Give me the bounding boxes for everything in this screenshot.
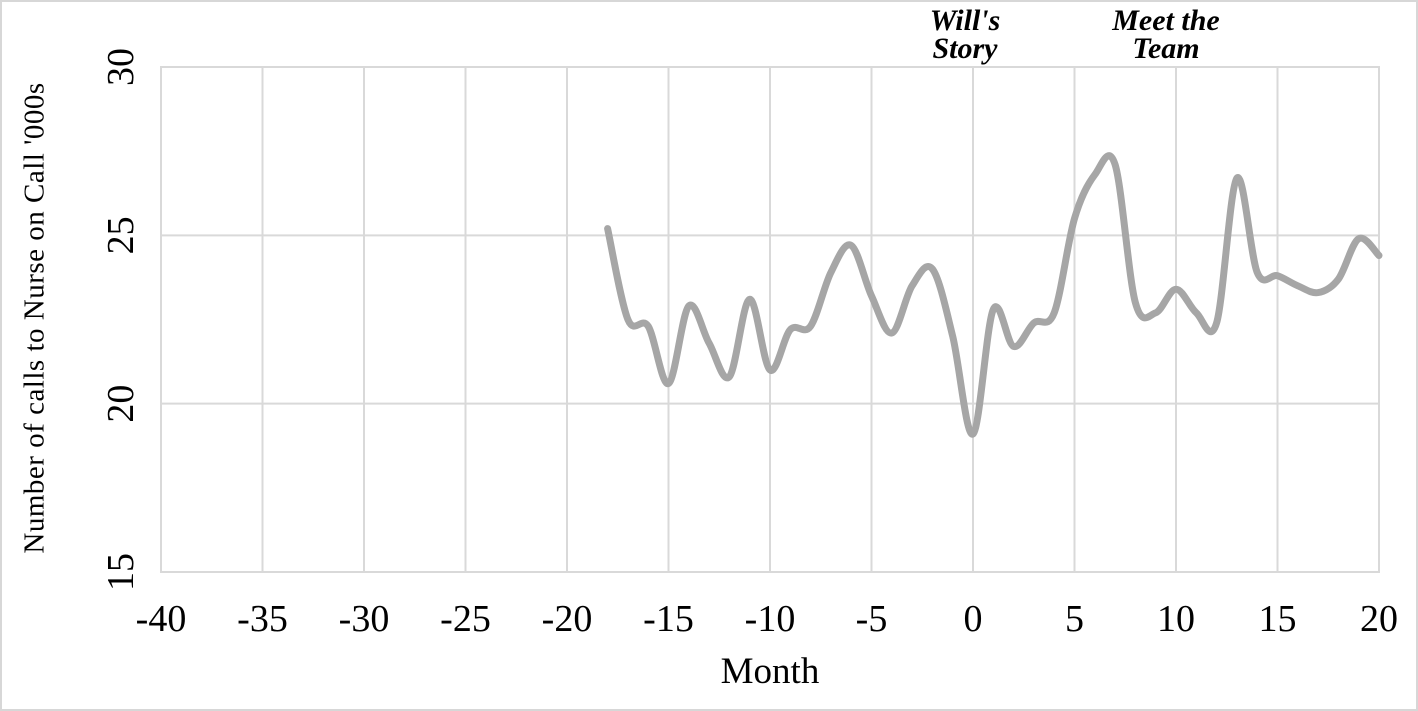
annotation-wills-story: Will's Story [929, 4, 1001, 65]
y-tick-label: 15 [100, 553, 142, 591]
x-tick-label: 5 [1065, 598, 1084, 640]
y-axis-title: Number of calls to Nurse on Call '000s [18, 82, 51, 554]
x-axis-title: Month [720, 651, 820, 692]
x-tick-label: -15 [643, 598, 694, 640]
annotation-line: Meet the [1112, 4, 1220, 37]
x-tick-label: 0 [964, 598, 983, 640]
x-tick-label: 15 [1259, 598, 1297, 640]
series-line [604, 152, 1383, 438]
x-tick-label: -25 [440, 598, 491, 640]
annotation-line: Team [1132, 32, 1200, 65]
annotation-line: Will's [929, 4, 1001, 37]
y-tick-label: 20 [100, 385, 142, 423]
x-tick-label: 20 [1360, 598, 1398, 640]
y-tick-label: 30 [100, 48, 142, 86]
x-tick-label: -5 [856, 598, 888, 640]
x-tick-label: -30 [339, 598, 390, 640]
x-tick-label: 10 [1157, 598, 1195, 640]
annotation-meet-the-team: Meet the Team [1112, 4, 1220, 65]
annotation-line: Story [932, 32, 998, 65]
x-tick-label: -40 [136, 598, 187, 640]
y-tick-label: 25 [100, 216, 142, 254]
x-tick-label: -10 [745, 598, 796, 640]
x-tick-label: -35 [237, 598, 288, 640]
plot-area-border [160, 66, 1380, 573]
x-tick-label: -20 [542, 598, 593, 640]
